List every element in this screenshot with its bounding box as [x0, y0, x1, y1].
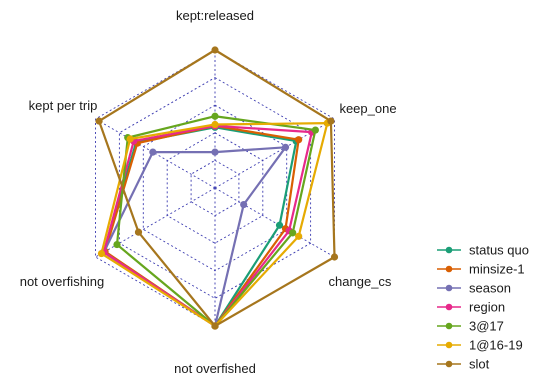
legend-key-point: [445, 265, 453, 273]
series-point-season: [149, 148, 157, 156]
series-point-3-17: [211, 112, 219, 120]
series-line-season: [102, 146, 287, 328]
legend-key-point: [445, 341, 453, 349]
series-point-3-17: [289, 229, 297, 237]
axis-label: not overfished: [174, 361, 256, 376]
axis-label: kept per trip: [29, 98, 98, 113]
legend-label: minsize-1: [469, 262, 525, 277]
axis-label: not overfishing: [20, 274, 105, 289]
grid-spoke: [214, 118, 335, 189]
series-point-season: [281, 143, 290, 151]
legend-key-point: [445, 303, 453, 311]
legend-label: status quo: [469, 243, 529, 258]
series-point-slot: [327, 117, 335, 125]
series-point-1-16-19: [211, 120, 219, 129]
series-point-1-16-19: [97, 249, 106, 258]
series-point-1-16-19: [126, 135, 134, 143]
axis-label: keep_one: [339, 101, 396, 116]
legend: status quo minsize-1 season region 3@17 1@16-…: [437, 243, 529, 372]
axis-label: change_cs: [329, 274, 392, 289]
series-point-minsize-1: [295, 136, 303, 144]
legend-label: 3@17: [469, 319, 504, 334]
legend-label: 1@16-19: [469, 338, 523, 353]
legend-label: region: [469, 300, 505, 315]
series-point-slot: [211, 322, 219, 330]
legend-label: season: [469, 281, 511, 296]
series-point-1-16-19: [295, 232, 303, 240]
series-point-status-quo: [275, 221, 284, 229]
series-point-season: [211, 148, 219, 156]
radar-series: [95, 46, 339, 330]
legend-key-point: [445, 360, 453, 368]
series-point-slot: [134, 228, 143, 236]
series-point-season: [240, 200, 248, 209]
legend-key-point: [445, 284, 453, 292]
axis-label: kept:released: [176, 8, 254, 23]
legend-label: slot: [469, 357, 490, 372]
grid-spoke: [214, 187, 335, 258]
series-point-3-17: [311, 126, 319, 134]
series-point-slot: [330, 253, 339, 261]
series-line-minsize-1: [103, 124, 300, 328]
series-point-3-17: [113, 240, 121, 249]
series-point-slot: [95, 117, 103, 125]
grid-spoke: [95, 187, 216, 258]
legend-key-point: [445, 322, 453, 330]
series-point-slot: [211, 46, 219, 54]
legend-key-point: [445, 246, 453, 254]
